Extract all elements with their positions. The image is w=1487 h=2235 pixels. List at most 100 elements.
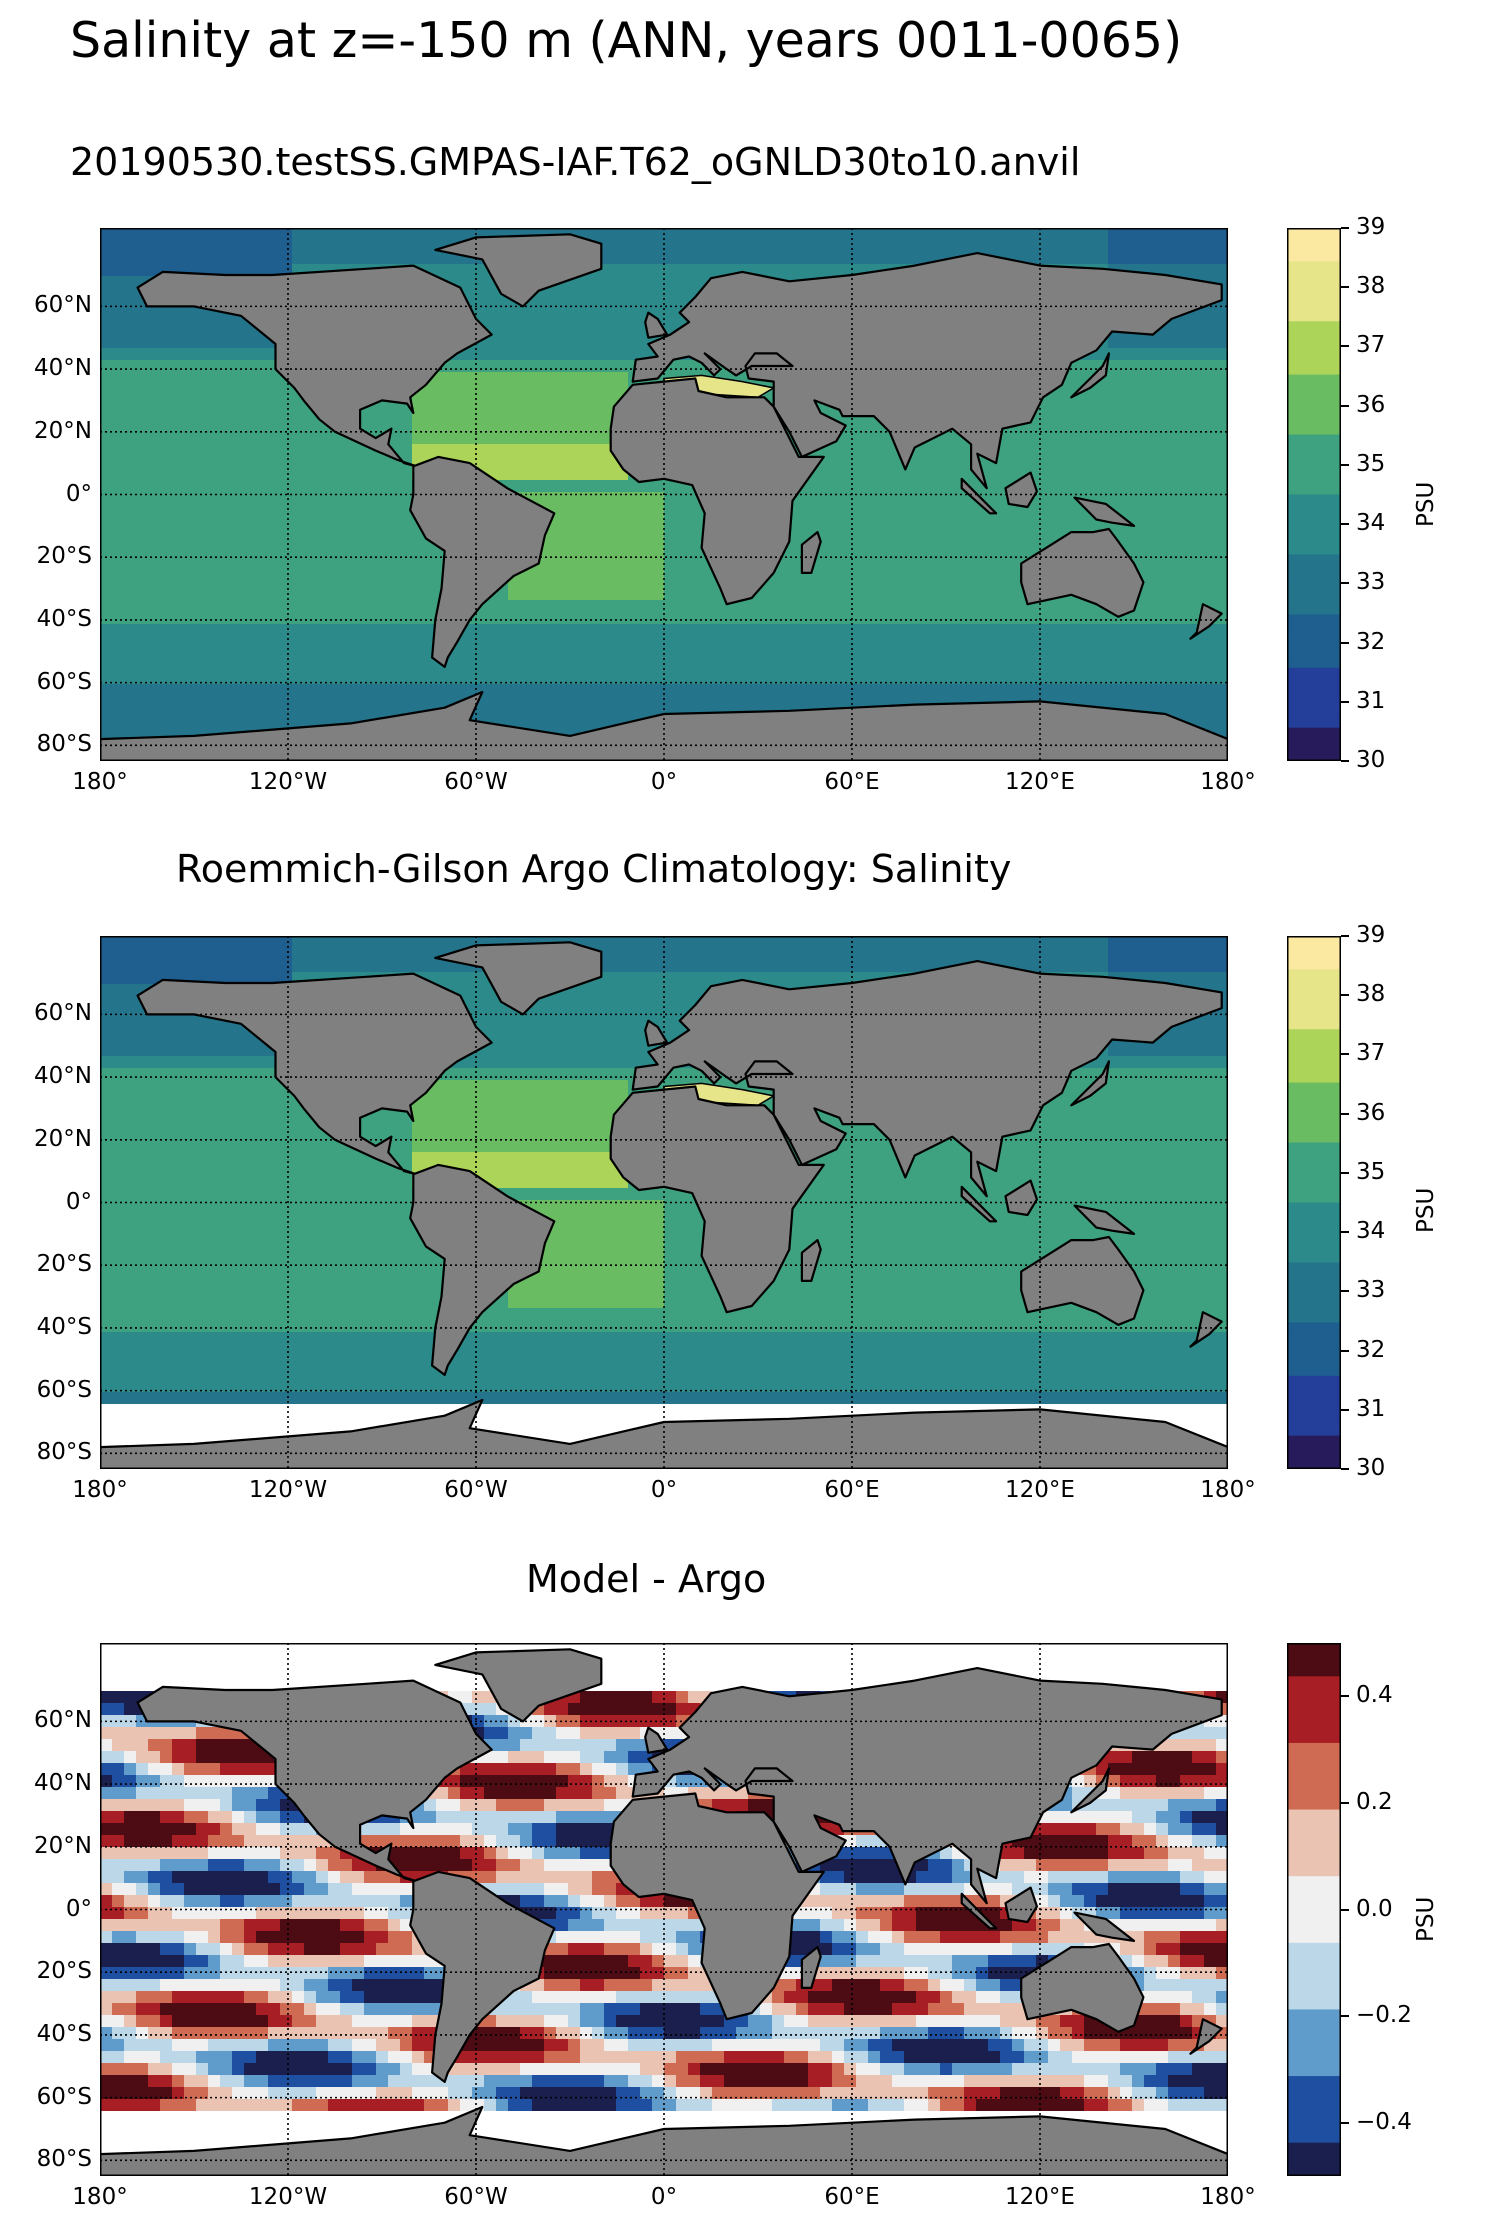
colorbar-segment bbox=[1287, 1789, 1341, 1797]
colorbar-segment bbox=[1287, 1449, 1341, 1457]
colorbar-segment bbox=[1287, 1189, 1341, 1197]
colorbar-segment bbox=[1287, 1722, 1341, 1731]
colorbar-segment bbox=[1287, 361, 1341, 369]
colorbar-segment bbox=[1287, 547, 1341, 556]
colorbar-segment bbox=[1287, 254, 1341, 262]
colorbar-tick-mark bbox=[1341, 1112, 1349, 1115]
colorbar-segment bbox=[1287, 1309, 1341, 1317]
graticule bbox=[100, 228, 1228, 761]
landmass-greenland bbox=[434, 233, 603, 308]
colorbar-segment bbox=[1287, 474, 1341, 482]
colorbar-segment bbox=[1287, 2036, 1341, 2044]
landmass-australia bbox=[1020, 1942, 1145, 2033]
landmass-borneo bbox=[1004, 1886, 1039, 1924]
colorbar-segment bbox=[1287, 714, 1341, 722]
lon-tick-label: 0° bbox=[650, 2184, 678, 2210]
landmass-antarctica bbox=[100, 1398, 1228, 1469]
colorbar-segment bbox=[1287, 1882, 1341, 1891]
colorbar-segment bbox=[1287, 1415, 1341, 1423]
colorbar-segment bbox=[1287, 1916, 1341, 1924]
panel-title-diff: Model - Argo bbox=[526, 1557, 767, 1601]
colorbar-segment bbox=[1287, 2056, 1341, 2064]
colorbar-tick-mark bbox=[1341, 582, 1349, 585]
colorbar-segment bbox=[1287, 1075, 1341, 1084]
landmass-borneo bbox=[1004, 471, 1039, 509]
colorbar-segment bbox=[1287, 1909, 1341, 1917]
colorbar-tick-mark bbox=[1341, 1231, 1349, 1234]
colorbar-segment bbox=[1287, 567, 1341, 576]
colorbar-segment bbox=[1287, 1942, 1341, 1951]
colorbar-segment bbox=[1287, 1976, 1341, 1984]
colorbar-segment bbox=[1287, 447, 1341, 456]
colorbar-segment bbox=[1287, 1749, 1341, 1757]
colorbar-segment bbox=[1287, 228, 1341, 236]
colorbar-segment bbox=[1287, 936, 1341, 944]
colorbar-segment bbox=[1287, 975, 1341, 984]
colorbar-segment bbox=[1287, 1249, 1341, 1257]
colorbar-tick-label: 37 bbox=[1356, 1040, 1386, 1067]
landmass-south-america bbox=[409, 1870, 556, 2083]
colorbar-segment bbox=[1287, 1649, 1341, 1657]
colorbar-segment bbox=[1287, 1222, 1341, 1230]
colorbar-segment bbox=[1287, 441, 1341, 449]
colorbar-segment bbox=[1287, 1275, 1341, 1284]
lat-tick-label: 20°N bbox=[34, 1832, 92, 1859]
colorbar-segment bbox=[1287, 1769, 1341, 1777]
colorbar-segment bbox=[1287, 1989, 1341, 1997]
landmass-madagascar bbox=[800, 1239, 822, 1282]
landmass-south-america bbox=[409, 455, 556, 668]
colorbar-segment bbox=[1287, 1382, 1341, 1390]
colorbar-segment bbox=[1287, 687, 1341, 695]
lat-tick-label: 60°N bbox=[34, 1707, 92, 1734]
landmass-eurasia bbox=[631, 252, 1223, 490]
colorbar-segment bbox=[1287, 1829, 1341, 1837]
colorbar-segment bbox=[1287, 587, 1341, 596]
landmass-antarctica bbox=[100, 2105, 1228, 2176]
colorbar-tick-mark bbox=[1341, 1695, 1349, 1698]
colorbar-tick-mark bbox=[1341, 1408, 1349, 1411]
colorbar-segment bbox=[1287, 969, 1341, 977]
colorbar-segment bbox=[1287, 381, 1341, 389]
lon-tick-label: 120°E bbox=[1005, 769, 1075, 795]
colorbar-segment bbox=[1287, 321, 1341, 329]
colorbar-tick-mark bbox=[1341, 463, 1349, 466]
lon-tick-label: 180° bbox=[1200, 769, 1256, 795]
colorbar-segment bbox=[1287, 1796, 1341, 1804]
colorbar-tick-label: 0.0 bbox=[1356, 1895, 1393, 1922]
landmass-new-zealand bbox=[1189, 2018, 1223, 2055]
colorbar-segment bbox=[1287, 2069, 1341, 2077]
colorbar-tick-mark bbox=[1341, 2015, 1349, 2018]
colorbar-segment bbox=[1287, 1149, 1341, 1157]
colorbar-segment bbox=[1287, 1889, 1341, 1897]
colorbar-segment bbox=[1287, 667, 1341, 675]
colorbar-segment bbox=[1287, 1676, 1341, 1684]
colorbar-segment bbox=[1287, 2149, 1341, 2157]
landmass-australia bbox=[1020, 1235, 1145, 1326]
colorbar-segment bbox=[1287, 942, 1341, 950]
colorbar-segment bbox=[1287, 1295, 1341, 1304]
panel-title-model: 20190530.testSS.GMPAS-IAF.T62_oGNLD30to1… bbox=[70, 140, 1081, 184]
colorbar-segment bbox=[1287, 1782, 1341, 1791]
colorbar-segment bbox=[1287, 747, 1341, 755]
colorbar-segment bbox=[1287, 1009, 1341, 1017]
colorbar-segment bbox=[1287, 241, 1341, 249]
colorbar-segment bbox=[1287, 1816, 1341, 1824]
colorbar-segment bbox=[1287, 1736, 1341, 1744]
colorbar-segment bbox=[1287, 347, 1341, 356]
colorbar-segment bbox=[1287, 1095, 1341, 1104]
colorbar-segment bbox=[1287, 1409, 1341, 1417]
lat-tick-label: 20°N bbox=[34, 417, 92, 444]
colorbar-segment bbox=[1287, 1809, 1341, 1817]
colorbar-segment bbox=[1287, 2022, 1341, 2031]
colorbar-segment bbox=[1287, 1375, 1341, 1383]
lon-tick-label: 60°E bbox=[824, 1477, 880, 1503]
colorbar-segment bbox=[1287, 487, 1341, 496]
colorbar-segment bbox=[1287, 1089, 1341, 1097]
colorbar-segment bbox=[1287, 1922, 1341, 1931]
colorbar-model bbox=[1287, 228, 1341, 761]
landmass-madagascar bbox=[800, 1946, 822, 1989]
colorbar-segment bbox=[1287, 2109, 1341, 2117]
colorbar-unit-model: PSU bbox=[1413, 481, 1439, 527]
colorbar-segment bbox=[1287, 1682, 1341, 1691]
colorbar-segment bbox=[1287, 261, 1341, 269]
